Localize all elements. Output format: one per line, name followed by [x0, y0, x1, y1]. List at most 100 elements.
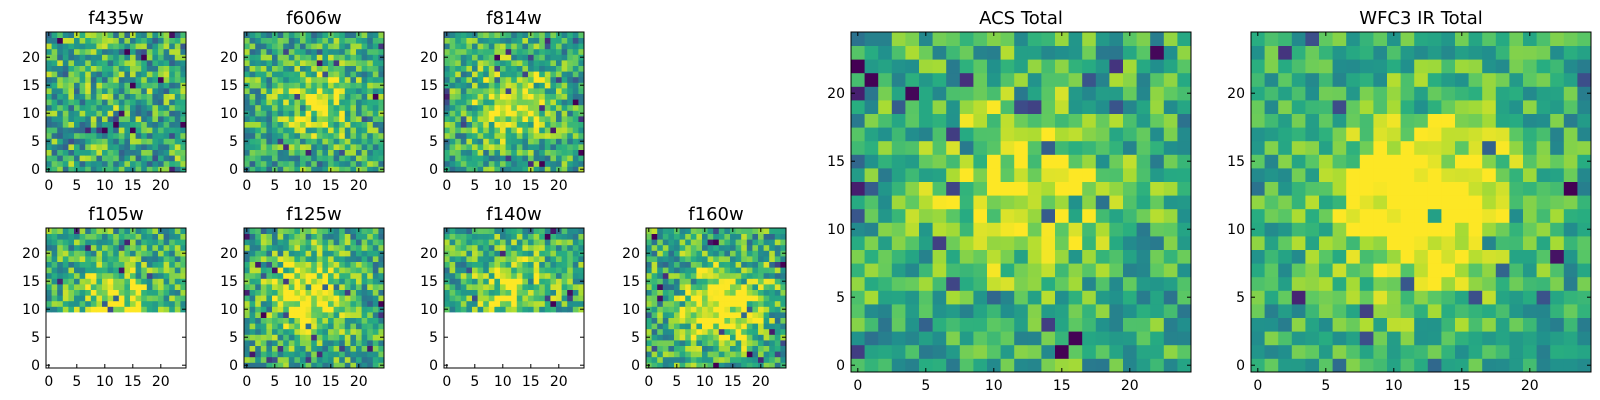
heatmap-cell [300, 37, 306, 44]
heatmap-cell [1095, 86, 1110, 101]
heatmap-cell [567, 250, 574, 257]
heatmap-cell [300, 250, 306, 257]
heatmap-cell [533, 250, 540, 257]
heatmap-cell [46, 289, 52, 296]
heatmap-cell [118, 149, 125, 156]
heatmap-cell [752, 328, 759, 335]
heatmap-cell [472, 82, 478, 89]
heatmap-cell [550, 82, 557, 89]
heatmap-cell [494, 244, 501, 251]
heatmap-cell [769, 289, 776, 296]
heatmap-cell [1332, 276, 1347, 291]
heatmap-cell [483, 233, 490, 240]
heatmap-cell [946, 168, 961, 182]
heatmap-cell [533, 110, 540, 117]
heatmap-cell [516, 32, 523, 38]
heatmap-cell [1305, 263, 1320, 278]
heatmap-cell [946, 113, 961, 128]
heatmap-cell [260, 295, 267, 302]
heatmap-cell [483, 284, 490, 290]
heatmap-cell [1455, 276, 1469, 291]
heatmap-cell [74, 93, 80, 100]
heatmap-cell [107, 239, 114, 246]
heatmap-cell [62, 239, 69, 246]
heatmap-cell [378, 149, 385, 156]
heatmap-cell [158, 144, 164, 150]
heatmap-cell [1495, 331, 1510, 346]
heatmap-cell [891, 276, 906, 291]
heatmap-cell [578, 99, 585, 106]
heatmap-cell [932, 72, 947, 87]
heatmap-cell [328, 356, 334, 363]
heatmap-cell [707, 351, 714, 358]
heatmap-cell [550, 160, 557, 167]
heatmap-cell [57, 71, 64, 78]
heatmap-cell [367, 54, 374, 61]
heatmap-cell [973, 276, 988, 291]
heatmap-cell [477, 166, 484, 173]
heatmap-cell [305, 340, 312, 346]
heatmap-cell [272, 272, 278, 279]
heatmap-cell [255, 121, 262, 128]
heatmap-cell [668, 278, 675, 285]
heatmap-cell [102, 284, 108, 290]
heatmap-cell [483, 110, 490, 117]
heatmap-cell [113, 88, 120, 94]
heatmap-cell [1359, 263, 1374, 278]
heatmap-cell [124, 60, 131, 66]
heatmap-cell [288, 166, 295, 173]
heatmap-cell [249, 144, 256, 150]
heatmap-cell [449, 37, 456, 44]
heatmap-cell [477, 99, 484, 106]
heatmap-cell [539, 239, 546, 246]
heatmap-cell [339, 340, 346, 346]
heatmap-cell [1027, 154, 1042, 169]
heatmap-cell [350, 138, 357, 145]
heatmap-cell [305, 267, 312, 274]
heatmap-cell [713, 345, 720, 352]
heatmap-cell [288, 323, 295, 330]
heatmap-cell [455, 250, 462, 257]
heatmap-cell [1177, 86, 1192, 101]
heatmap-cell [758, 239, 764, 246]
heatmap-cell [266, 250, 273, 257]
heatmap-cell [322, 334, 329, 341]
heatmap-cell [707, 340, 714, 346]
heatmap-cell [460, 267, 467, 274]
heatmap-cell [57, 99, 64, 106]
heatmap-cell [1082, 344, 1097, 359]
heatmap-cell [57, 250, 64, 257]
heatmap-cell [283, 261, 290, 268]
heatmap-cell [651, 261, 658, 268]
heatmap-cell [163, 228, 170, 234]
heatmap-cell [477, 267, 484, 274]
heatmap-cell [74, 144, 80, 150]
heatmap-cell [46, 93, 52, 100]
heatmap-cell [46, 76, 52, 83]
heatmap-cell [96, 272, 103, 279]
heatmap-cell [272, 256, 278, 262]
x-tick-label: 10 [294, 178, 312, 194]
heatmap-cell [516, 228, 523, 234]
heatmap-cell [294, 37, 301, 44]
heatmap-cell [244, 295, 250, 302]
heatmap-cell [567, 43, 574, 50]
heatmap-cell [511, 144, 518, 150]
heatmap-cell [322, 104, 329, 111]
heatmap-cell [533, 88, 540, 94]
heatmap-cell [277, 65, 284, 72]
heatmap-cell [378, 132, 385, 139]
heatmap-cell [1577, 263, 1592, 278]
heatmap-cell [578, 60, 585, 66]
heatmap-cell [124, 300, 131, 307]
heatmap-cell [1332, 304, 1347, 318]
heatmap-cell [1082, 290, 1097, 305]
heatmap-cell [1000, 154, 1015, 169]
heatmap-cell [294, 306, 301, 313]
heatmap-cell [735, 261, 742, 268]
heatmap-cell [174, 110, 181, 117]
heatmap-cell [539, 267, 546, 274]
heatmap-cell [356, 93, 362, 100]
x-tick-label: 0 [242, 178, 251, 194]
heatmap-cell [244, 284, 250, 290]
